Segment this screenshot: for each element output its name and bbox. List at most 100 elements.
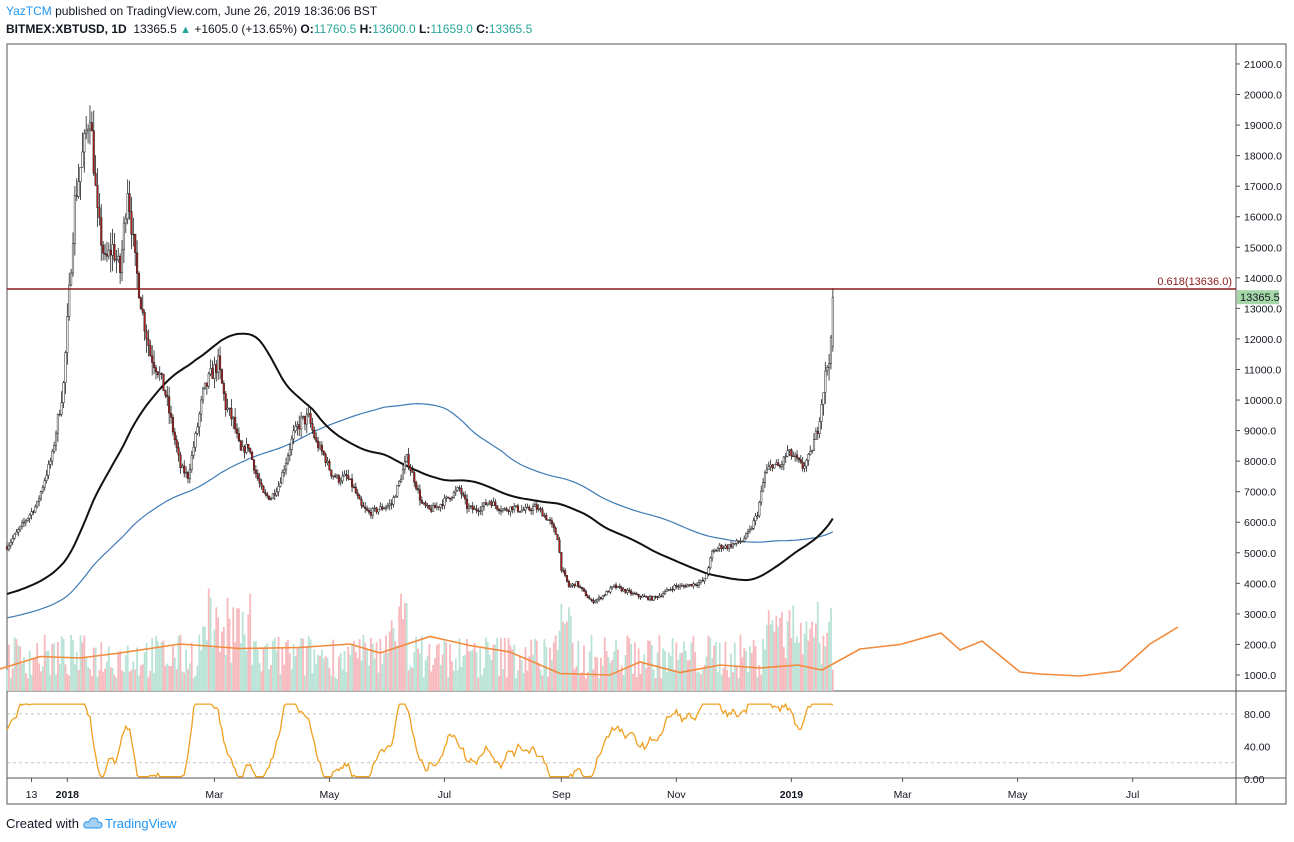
candle-down	[136, 252, 139, 274]
volume-bar	[792, 605, 795, 691]
volume-bar	[309, 639, 312, 691]
volume-bar	[236, 608, 238, 691]
volume-bar	[639, 673, 642, 691]
candle-up	[283, 469, 286, 473]
volume-bar	[579, 674, 582, 691]
volume-bar	[750, 652, 753, 691]
volume-bar	[281, 648, 284, 691]
candle-up	[596, 599, 599, 602]
candle-down	[420, 499, 423, 504]
candle-down	[779, 465, 782, 468]
price-tick-label: 9000.0	[1244, 426, 1276, 438]
candle-up	[454, 489, 457, 493]
moving-averages	[6, 332, 834, 619]
candle-up	[513, 506, 516, 510]
symbol-label[interactable]: BITMEX:XBTUSD, 1D	[6, 22, 127, 36]
volume-ma-line	[0, 626, 1179, 677]
volume-bar	[454, 658, 457, 691]
volume-bar	[151, 638, 154, 691]
volume-bar	[420, 635, 423, 691]
candle-down	[254, 469, 257, 474]
candle-down	[139, 297, 142, 310]
volume-bar	[351, 645, 353, 691]
candle-up	[762, 482, 765, 492]
volume-bar	[603, 637, 606, 691]
volume-bar	[296, 648, 299, 691]
high-label: H:	[359, 22, 373, 36]
volume-bar	[328, 667, 331, 691]
candle-up	[716, 547, 719, 551]
candle-up	[117, 255, 120, 260]
candle-down	[249, 448, 252, 453]
candle-up	[241, 446, 244, 451]
candle-up	[326, 460, 329, 463]
candle-down	[714, 550, 717, 552]
volume-bar	[364, 642, 367, 691]
candle-up	[758, 502, 761, 517]
volume-bar	[735, 666, 738, 691]
price-tick-label: 11000.0	[1244, 364, 1281, 376]
candle-down	[128, 193, 131, 212]
volume-bar	[558, 630, 561, 691]
candle-down	[511, 506, 514, 510]
candle-up	[292, 430, 295, 440]
candle-down	[90, 122, 93, 131]
candle-down	[413, 472, 416, 483]
price-tick-label: 7000.0	[1244, 487, 1276, 499]
candle-down	[258, 478, 261, 484]
candle-down	[303, 415, 306, 425]
candle-up	[188, 469, 191, 479]
candle-up	[277, 486, 280, 493]
candle-up	[71, 243, 75, 274]
candle-up	[445, 496, 448, 499]
volume-bar	[190, 642, 193, 691]
volume-bar	[368, 665, 370, 691]
candle-up	[34, 506, 37, 513]
candle-up	[469, 505, 472, 507]
candle-up	[713, 550, 716, 552]
candle-up	[520, 509, 523, 513]
volume-bar	[807, 640, 810, 691]
candle-down	[349, 478, 352, 480]
volume-bar	[486, 641, 489, 691]
volume-bar	[49, 675, 52, 691]
volume-bar	[211, 648, 214, 691]
volume-bar	[543, 638, 546, 691]
author-name[interactable]: YazTCM	[6, 4, 52, 18]
volume-bar	[334, 677, 336, 691]
volume-bar	[626, 635, 629, 691]
candle-up	[745, 533, 748, 539]
volume-bar	[188, 663, 191, 691]
candle-down	[409, 466, 412, 471]
candle-up	[19, 525, 22, 530]
candle-up	[818, 421, 821, 434]
volume-pane	[6, 588, 834, 691]
volume-bar	[481, 675, 484, 691]
volume-bar	[356, 658, 359, 691]
candle-up	[371, 508, 374, 516]
candle-down	[567, 581, 570, 587]
volume-bar	[381, 664, 384, 691]
volume-bar	[713, 645, 715, 691]
candle-down	[726, 545, 729, 549]
tradingview-brand[interactable]: TradingView	[104, 816, 177, 831]
volume-bar	[353, 640, 355, 691]
volume-bar	[805, 621, 808, 691]
candle-up	[609, 587, 612, 593]
volume-bar	[183, 672, 186, 691]
candle-up	[746, 531, 750, 534]
candle-up	[499, 510, 503, 512]
candle-up	[213, 364, 216, 379]
candle-down	[247, 443, 250, 449]
volume-bar	[24, 672, 27, 691]
volume-bar	[618, 672, 621, 691]
candle-down	[647, 596, 650, 600]
candle-down	[183, 465, 186, 474]
candle-down	[464, 495, 467, 500]
candle-down	[696, 584, 699, 586]
candle-up	[11, 538, 14, 543]
volume-bar	[468, 651, 470, 691]
candle-up	[288, 449, 291, 457]
candle-up	[547, 519, 550, 521]
